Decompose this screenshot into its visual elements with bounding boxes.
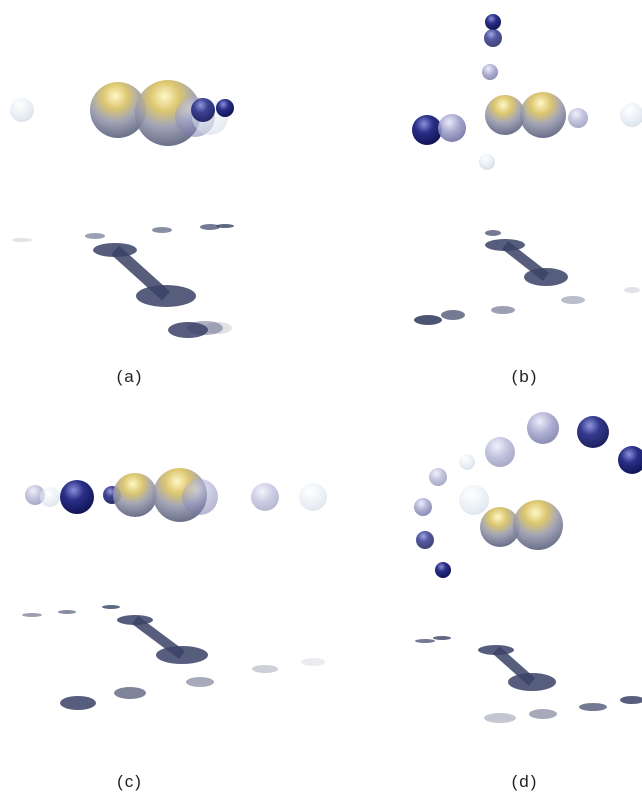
shadow	[579, 703, 607, 711]
sphere	[113, 473, 157, 517]
shadow	[301, 658, 325, 666]
figure: (a) (b) (c) (d)	[0, 0, 642, 800]
shadow	[186, 677, 214, 687]
sphere	[484, 29, 502, 47]
sphere	[485, 437, 515, 467]
shadow	[102, 605, 120, 609]
shadow	[414, 315, 442, 325]
sphere	[568, 108, 588, 128]
sphere	[620, 103, 642, 127]
sphere	[527, 412, 559, 444]
shadow	[114, 687, 146, 699]
sphere	[485, 14, 501, 30]
sphere	[191, 98, 215, 122]
shadow	[252, 665, 278, 673]
sphere	[435, 562, 451, 578]
shadow	[93, 243, 137, 257]
sphere	[40, 487, 60, 507]
panel-label: (d)	[512, 772, 539, 791]
shadow	[478, 645, 514, 655]
sphere	[10, 98, 34, 122]
sphere	[429, 468, 447, 486]
sphere	[438, 114, 466, 142]
shadow	[152, 227, 172, 233]
shadow	[485, 239, 525, 251]
sphere	[479, 154, 495, 170]
shadow	[441, 310, 465, 320]
sphere	[251, 483, 279, 511]
shadow	[485, 230, 501, 236]
shadow	[524, 268, 568, 286]
panel-label: (a)	[117, 367, 144, 386]
shadow	[216, 224, 234, 228]
shadow	[508, 673, 556, 691]
shadow	[620, 696, 642, 704]
sphere	[577, 416, 609, 448]
sphere	[482, 64, 498, 80]
shadow	[561, 296, 585, 304]
sphere	[414, 498, 432, 516]
shadow	[60, 696, 96, 710]
renderings	[10, 14, 642, 723]
sphere	[618, 446, 642, 474]
sphere	[216, 99, 234, 117]
sphere	[416, 531, 434, 549]
sphere	[60, 480, 94, 514]
sphere	[459, 454, 475, 470]
panel-label: (b)	[512, 367, 539, 386]
shadow	[204, 322, 232, 334]
shadow	[433, 636, 451, 640]
sphere	[485, 95, 525, 135]
shadow	[22, 613, 42, 617]
shadow	[85, 233, 105, 239]
shadow	[415, 639, 435, 643]
shadow	[12, 238, 32, 242]
sphere	[412, 115, 442, 145]
panel-label: (c)	[117, 772, 143, 791]
shadow	[117, 615, 153, 625]
sphere	[299, 483, 327, 511]
sphere	[182, 479, 218, 515]
shadow	[58, 610, 76, 614]
shadow	[200, 224, 220, 230]
shadow	[484, 713, 516, 723]
shadow	[624, 287, 640, 293]
shadow	[156, 646, 208, 664]
sphere	[459, 485, 489, 515]
sphere	[520, 92, 566, 138]
shadow	[529, 709, 557, 719]
sphere	[513, 500, 563, 550]
shadow	[491, 306, 515, 314]
shadow	[136, 285, 196, 307]
